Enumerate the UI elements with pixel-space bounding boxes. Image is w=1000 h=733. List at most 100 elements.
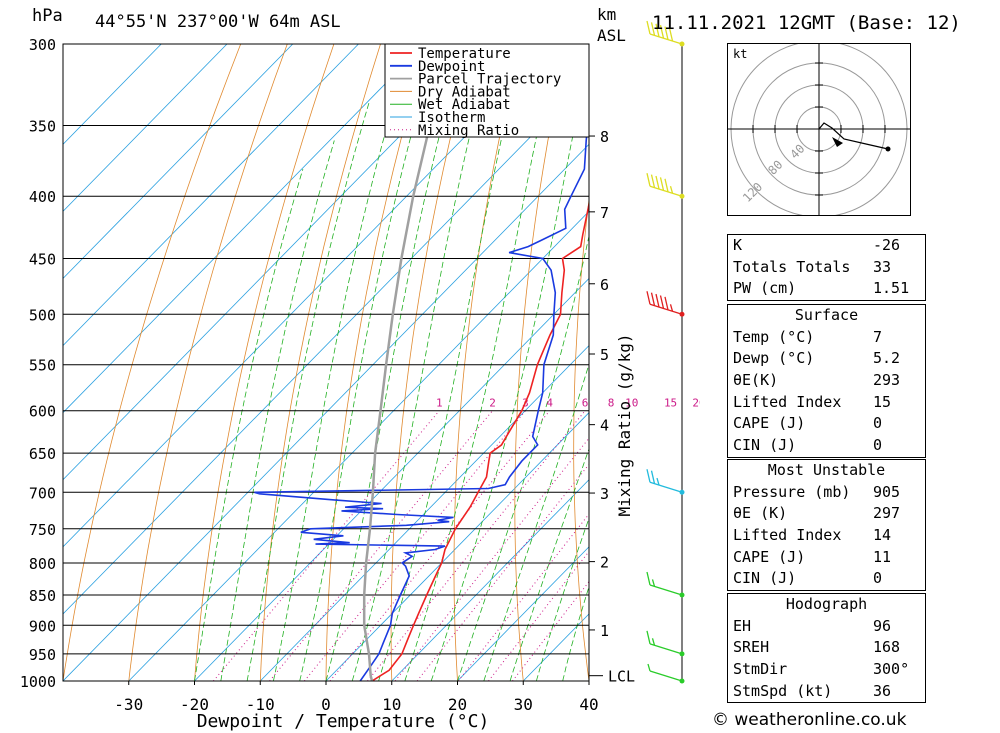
isotherm-line xyxy=(259,344,589,681)
wind-barb-flag xyxy=(668,27,674,42)
hodograph-ring-label-40: 40 xyxy=(787,141,807,161)
pressure-tick-label: 650 xyxy=(29,445,56,463)
km-tick-label: 7 xyxy=(600,204,609,222)
isotherm-line xyxy=(63,44,162,145)
isotherm-line xyxy=(457,546,589,681)
dewpoint-profile xyxy=(254,108,589,681)
dry-adiabat-line xyxy=(194,44,335,681)
km-tick-label: 2 xyxy=(600,554,609,572)
most-unstable-row: CIN (J) 0 xyxy=(733,569,883,588)
wind-barb-staff xyxy=(649,481,683,493)
mixing-ratio-axis-label: Mixing Ratio (g/kg) xyxy=(615,333,634,516)
hodograph-row: StmDir 300° xyxy=(733,660,910,679)
pressure-tick-label: 300 xyxy=(29,36,56,54)
temperature-profile xyxy=(371,200,589,681)
dry-adiabat-line xyxy=(453,44,521,681)
mixing-ratio-label: 4 xyxy=(546,397,553,410)
wind-barb-half xyxy=(651,638,656,646)
most-unstable-row: CAPE (J) 11 xyxy=(733,547,892,566)
wet-adiabat-line xyxy=(299,44,437,681)
pressure-tick-label: 450 xyxy=(29,251,56,269)
surface-row: Lifted Index 15 xyxy=(733,392,892,411)
wind-barb-flag xyxy=(664,26,669,40)
indices-table: K -26 Totals Totals 33 PW (cm) 1.51 xyxy=(727,234,926,302)
pressure-unit: hPa xyxy=(32,6,63,26)
hodograph-unit: kt xyxy=(733,47,747,61)
footer-credit: © weatheronline.co.uk xyxy=(712,710,907,730)
most-unstable-row: Lifted Index 14 xyxy=(733,526,892,545)
mixing-ratio-label: 6 xyxy=(582,397,589,410)
wet-adiabat-line xyxy=(273,69,404,681)
km-label: km xyxy=(597,5,617,24)
km-tick-label: 4 xyxy=(600,417,609,435)
wind-barb-flag xyxy=(659,177,665,191)
pressure-tick-label: 550 xyxy=(29,357,56,375)
wet-adiabat-line xyxy=(430,55,589,681)
isotherm-line xyxy=(63,76,589,615)
skew-t-chart: 12346810152025 3003504004505005506006507… xyxy=(20,20,700,732)
wind-barb-flag xyxy=(650,174,656,188)
hodograph-trace xyxy=(818,122,889,150)
datetime: 11.11.2021 12GMT (Base: 12) xyxy=(652,12,961,34)
mixing-ratio-line xyxy=(512,580,589,681)
surface-row: CAPE (J) 0 xyxy=(733,414,883,433)
x-tick-label: 40 xyxy=(579,695,598,714)
pressure-tick-label: 900 xyxy=(29,617,56,635)
pressure-tick-label: 950 xyxy=(29,646,56,664)
wind-barb-half xyxy=(656,477,660,486)
wet-adiabat-line xyxy=(562,585,589,681)
mixing-ratio-label: 20 xyxy=(692,397,700,410)
index-row: Totals Totals 33 xyxy=(733,257,892,276)
wet-adiabat-line xyxy=(536,517,589,681)
mixing-ratio-line xyxy=(416,463,589,681)
legend-label: Dewpoint xyxy=(418,59,485,75)
pressure-tick-label: 750 xyxy=(29,521,56,539)
isotherm-line xyxy=(325,412,589,681)
most-unstable-row: Pressure (mb) 905 xyxy=(733,482,901,501)
pressure-tick-label: 400 xyxy=(29,188,56,206)
pressure-tick-label: 500 xyxy=(29,306,56,324)
asl-label: ASL xyxy=(597,26,626,45)
km-tick-label: 5 xyxy=(600,346,609,364)
index-row: K -26 xyxy=(733,236,901,254)
wind-barb-flag xyxy=(650,470,656,484)
hodograph-row: EH 96 xyxy=(733,616,892,635)
isotherm-line xyxy=(128,210,589,681)
surface-row: θE(K) 293 xyxy=(733,371,901,390)
wind-barb-flag xyxy=(664,296,669,311)
wind-barb-flag xyxy=(659,25,665,39)
wind-barb-staff xyxy=(649,584,683,596)
dry-adiabat-line xyxy=(63,44,242,681)
wind-barb-flag xyxy=(659,295,665,309)
mixing-ratio-label: 2 xyxy=(489,397,496,410)
legend-label: Temperature xyxy=(418,46,511,62)
hodograph-table-title: Hodograph xyxy=(785,595,868,613)
surface-table: Surface Temp (°C) 7 Dewp (°C) 5.2 θE(K) 293… xyxy=(727,304,926,458)
isotherm-line xyxy=(522,613,589,681)
location-title: 44°55'N 237°00'W 64m ASL xyxy=(95,12,341,32)
wind-barb-half xyxy=(669,186,674,194)
wind-barb-flag xyxy=(646,571,651,586)
wind-barb-half xyxy=(647,663,651,672)
wind-barb-staff xyxy=(649,185,683,197)
surface-title: Surface xyxy=(794,306,859,324)
x-tick-label: 0 xyxy=(321,695,331,714)
wind-barb-flag xyxy=(650,292,656,306)
wet-adiabat-line xyxy=(378,44,524,681)
mixing-ratio-line xyxy=(457,513,589,681)
legend-label: Wet Adiabat xyxy=(418,97,511,113)
hodograph-ring-label-80: 80 xyxy=(765,157,785,177)
wind-barb-half xyxy=(669,304,674,312)
isotherm-line xyxy=(63,44,228,212)
isotherm-line xyxy=(63,44,491,481)
x-axis-label: Dewpoint / Temperature (°C) xyxy=(197,711,490,732)
wet-adiabat-line xyxy=(483,362,589,681)
pressure-tick-label: 1000 xyxy=(20,673,56,691)
x-tick-label: 30 xyxy=(514,695,533,714)
legend-label: Parcel Trajectory xyxy=(418,72,561,88)
dry-adiabat-line xyxy=(686,44,700,681)
surface-row: Temp (°C) 7 xyxy=(733,327,883,346)
x-tick-label: 20 xyxy=(448,695,467,714)
wind-barb-flag xyxy=(646,173,651,187)
